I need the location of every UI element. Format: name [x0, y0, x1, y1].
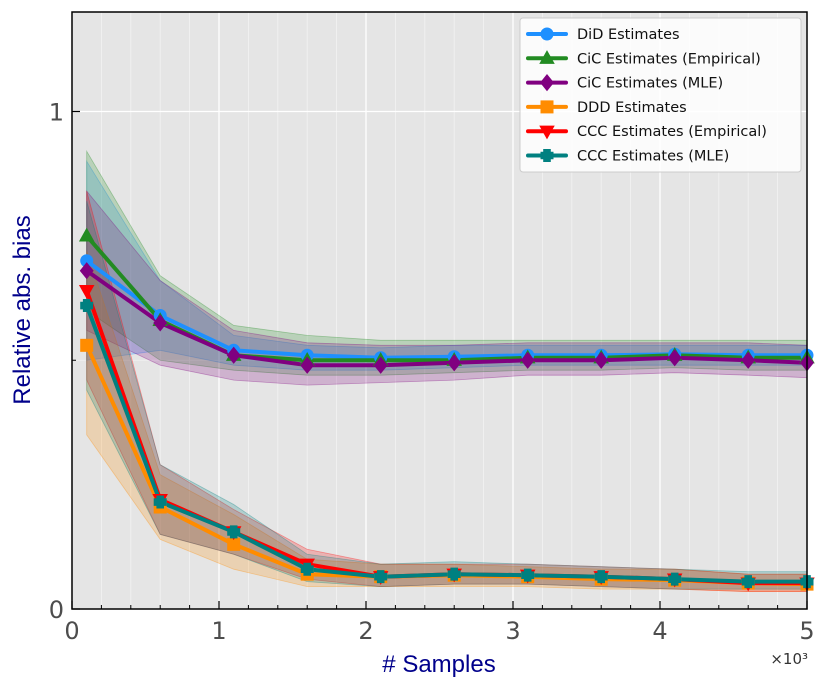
- legend-swatch-marker: [540, 149, 554, 162]
- legend: DiD Estimates CiC Estimates (Empirical) Ci…: [519, 17, 802, 173]
- legend-swatch-marker: [540, 27, 554, 41]
- ccc-estimates-mle-point: [80, 299, 94, 313]
- cic-estimates-mle-point: [79, 262, 94, 280]
- legend-label: DiD Estimates: [577, 27, 680, 43]
- ccc-estimates-mle-point: [153, 495, 167, 509]
- legend-entry-ccc-estimates-empirical: CCC Estimates (Empirical): [526, 124, 767, 140]
- marker-layer: [78, 227, 815, 592]
- legend-swatch-marker: [540, 100, 554, 114]
- legend-entry-did-estimates: DiD Estimates: [526, 27, 680, 43]
- ccc-estimates-mle-point: [374, 570, 388, 584]
- x-tick-label: 3: [505, 617, 520, 645]
- legend-label: CCC Estimates (Empirical): [577, 124, 767, 140]
- cic-estimates-mle-point: [300, 356, 315, 374]
- cic-estimates-mle-point: [226, 346, 241, 364]
- x-tick-label: 1: [211, 617, 226, 645]
- x-axis-label: # Samples: [382, 651, 495, 678]
- legend-entry-ddd-estimates: DDD Estimates: [526, 100, 687, 116]
- confidence-band-layer: [86, 149, 808, 592]
- plot-frame: [71, 11, 808, 610]
- ccc-estimates-mle-point: [594, 570, 608, 584]
- cic-estimates-mle-point: [667, 349, 682, 367]
- legend-entry-cic-estimates-mle: CiC Estimates (MLE): [526, 74, 723, 92]
- cic-estimates-mle-point: [373, 356, 388, 374]
- y-axis-label: Relative abs. bias: [9, 215, 36, 404]
- cic-estimates-mle-point: [520, 351, 535, 369]
- ccc-estimates-mle-point: [227, 525, 241, 539]
- x-tick-label: 4: [652, 617, 667, 645]
- y-tick-label: 1: [49, 99, 64, 127]
- x-axis-offset-label: ×10³: [770, 650, 808, 668]
- legend-label: CiC Estimates (MLE): [577, 76, 723, 92]
- cic-estimates-mle-point: [153, 314, 168, 332]
- cic-estimates-mle-point: [447, 354, 462, 372]
- ccc-estimates-mle-point: [300, 562, 314, 576]
- cic-estimates-empirical-point: [78, 227, 95, 242]
- legend-entry-cic-estimates-empirical: CiC Estimates (Empirical): [526, 50, 761, 67]
- legend-entry-ccc-estimates-mle: CCC Estimates (MLE): [526, 149, 729, 165]
- tick-layer: 0 1 2 3 4 5 0 1: [49, 99, 815, 646]
- x-tick-label: 2: [358, 617, 373, 645]
- legend-label: DDD Estimates: [577, 100, 687, 116]
- legend-swatch-marker: [539, 50, 555, 64]
- ddd-estimates-point: [80, 338, 94, 352]
- legend-label: CCC Estimates (MLE): [577, 149, 729, 165]
- ddd-estimates-point: [227, 537, 241, 551]
- legend-swatch-marker: [539, 125, 555, 140]
- ccc-estimates-mle-point: [668, 572, 682, 586]
- y-tick-label: 0: [49, 596, 64, 624]
- x-tick-label: 0: [64, 617, 79, 645]
- x-tick-label: 5: [799, 617, 814, 645]
- ccc-estimates-empirical-point: [78, 285, 95, 299]
- legend-box: [519, 17, 802, 173]
- legend-label: CiC Estimates (Empirical): [577, 51, 761, 67]
- ccc-estimates-mle-point: [447, 567, 461, 581]
- legend-swatch-marker: [540, 74, 554, 92]
- ccc-estimates-mle-point: [741, 575, 755, 589]
- ccc-estimates-mle-point: [521, 568, 535, 582]
- cic-estimates-mle-point: [594, 351, 609, 369]
- cic-estimates-mle-point: [741, 351, 756, 369]
